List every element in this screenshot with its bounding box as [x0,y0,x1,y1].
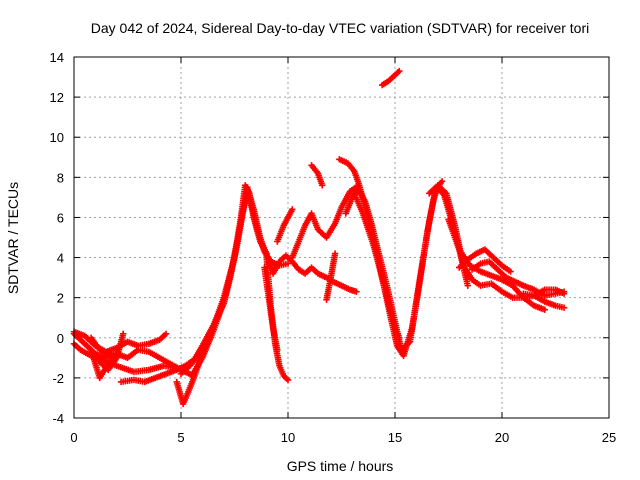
x-tick-label: 25 [602,430,616,445]
data-point [113,350,120,358]
x-tick-label: 10 [281,430,295,445]
y-tick-label: 14 [50,50,64,65]
series-track-15 [289,182,362,261]
x-tick-label: 0 [70,430,77,445]
data-point [464,282,471,289]
data-point [284,376,292,384]
series-track-22 [426,182,568,311]
series-track-13 [269,252,360,295]
gridlines [74,57,609,418]
series-track-9 [177,188,292,378]
series-track-17 [323,250,339,303]
y-tick-label: 6 [57,210,64,225]
y-tick-label: -2 [52,371,64,386]
data-point [289,206,296,213]
y-tick-label: 12 [50,90,64,105]
data-point [274,346,281,354]
y-axis-label: SDTVAR / TECUs [5,182,21,294]
series-track-24 [456,246,514,275]
series-track-20 [351,190,403,341]
y-tick-label: 0 [57,331,64,346]
y-tick-label: 4 [57,251,64,266]
x-tick-label: 5 [177,430,184,445]
plot-frame [73,56,610,419]
series-track-16 [308,162,326,189]
x-tick-label: 20 [495,430,509,445]
x-axis-label: GPS time / hours [287,458,394,474]
data-point [331,250,339,257]
data-point [507,268,514,275]
data-point [353,288,360,295]
y-tick-label: -4 [52,411,64,426]
data-point [162,330,170,337]
series-track-12 [261,264,281,354]
data-point [560,304,568,311]
data-point [120,330,127,337]
data-point [396,67,403,75]
y-tick-label: 2 [57,291,64,306]
data-point [560,290,568,297]
series-track-26 [520,286,568,299]
data-point [438,178,446,185]
data-points [70,67,568,408]
data-point [284,260,292,267]
series-track-6 [117,352,206,386]
series-track-10 [188,184,277,380]
y-tick-label: 10 [50,130,64,145]
data-point [541,306,548,313]
y-tick-label: 8 [57,170,64,185]
axis-ticks: 0 5 10 15 20 25 -4 -2 0 2 4 6 8 10 12 14 [50,50,617,445]
chart-title: Day 042 of 2024, Sidereal Day-to-day VTE… [91,20,590,36]
x-tick-label: 15 [388,430,402,445]
series-track-14 [274,206,296,245]
series-track-7 [87,346,120,382]
data-point [319,182,326,189]
series-track-21 [378,67,403,89]
data-point [396,334,403,341]
